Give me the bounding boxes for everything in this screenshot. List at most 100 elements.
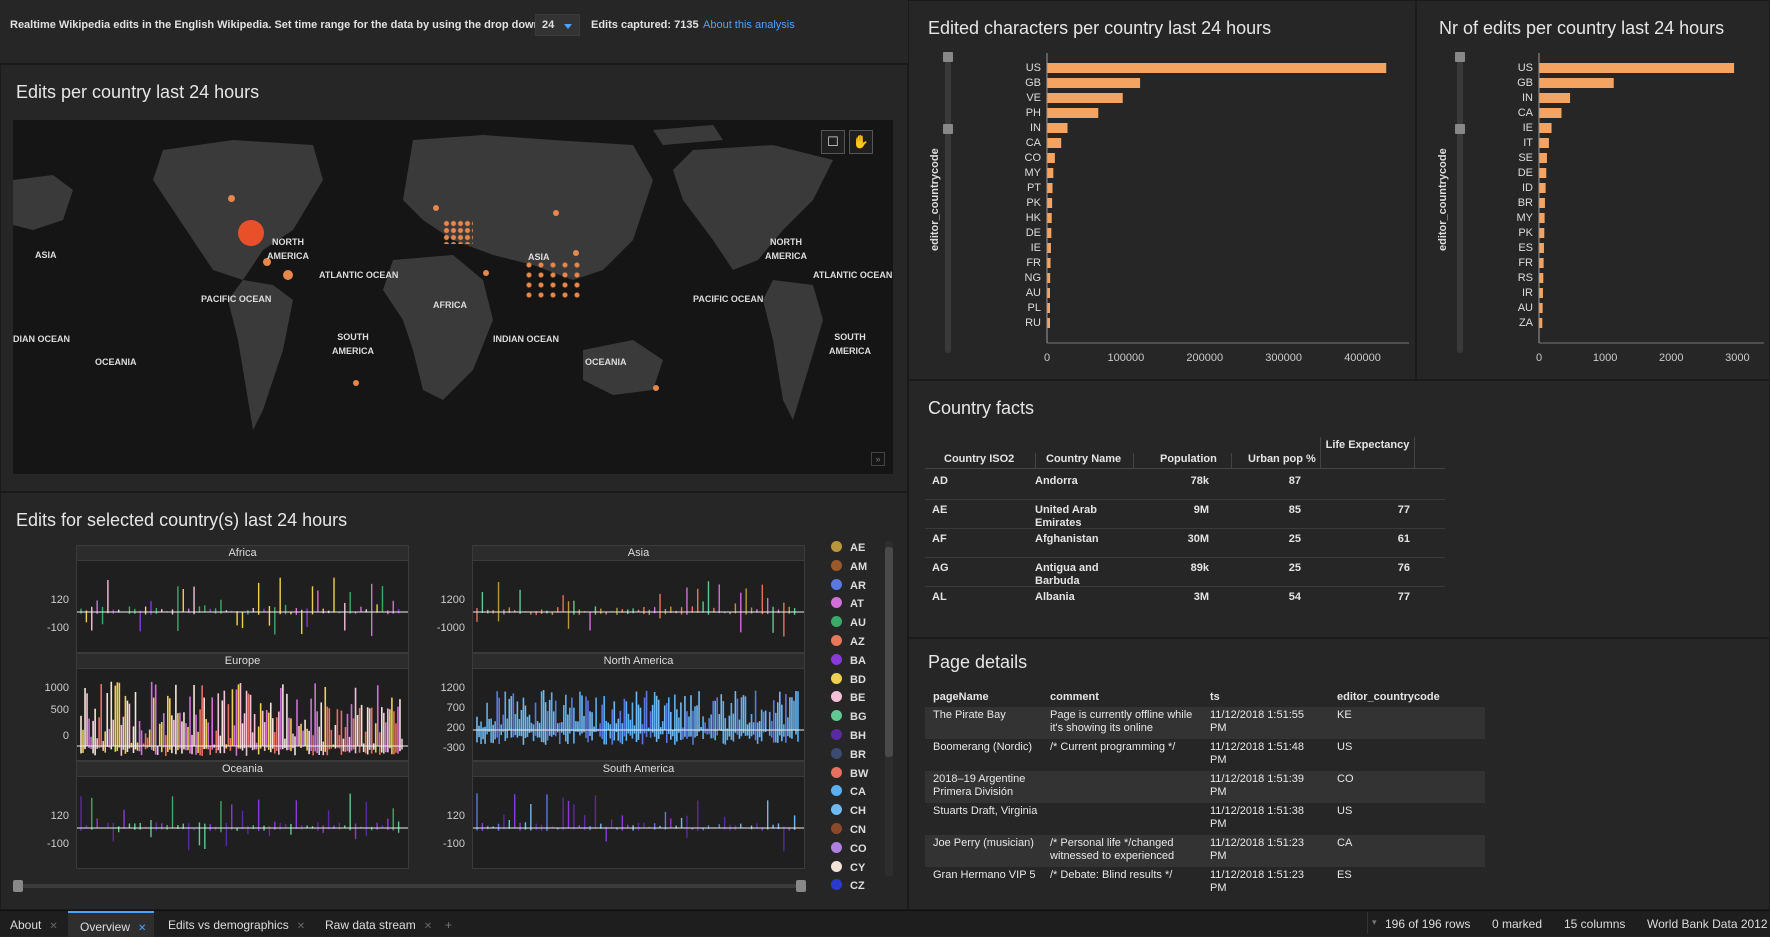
about-link[interactable]: About this analysis [703, 19, 795, 31]
close-icon[interactable]: ✕ [296, 921, 306, 932]
chars-bar[interactable] [1047, 243, 1051, 253]
edits-bar[interactable] [1539, 93, 1571, 103]
edits-bar[interactable] [1539, 183, 1546, 193]
chars-bar[interactable] [1047, 213, 1052, 223]
small-chart-africa[interactable]: Africa [76, 545, 409, 653]
edits-scroll-handle-top[interactable] [1455, 52, 1465, 62]
map-bubble[interactable] [283, 270, 293, 280]
chars-bar[interactable] [1047, 78, 1141, 88]
details-row[interactable]: The Pirate Bay Page is currently offline … [925, 707, 1485, 739]
legend-item[interactable]: BW [831, 766, 868, 780]
legend-item[interactable]: AT [831, 597, 864, 610]
chars-bar[interactable] [1047, 273, 1051, 283]
legend-item[interactable]: BH [831, 729, 866, 742]
details-col-header[interactable]: comment [1050, 691, 1099, 703]
map-settings-button[interactable]: » [871, 452, 885, 466]
small-chart-asia[interactable]: Asia [472, 545, 805, 653]
legend-item[interactable]: BG [831, 710, 867, 723]
details-row[interactable]: Joe Perry (musician) /* Personal life */c… [925, 835, 1485, 867]
facts-col-header[interactable]: Life Expectancy [1320, 437, 1415, 469]
rectangle-select-button[interactable]: ☐ [821, 130, 845, 154]
small-chart-north-america[interactable]: North America [472, 653, 805, 761]
chars-bar[interactable] [1047, 228, 1052, 238]
chars-chart[interactable]: US GB VE PH IN CA CO MY PT PK HK DE IE FR NG AU PL RU 0 100… [909, 46, 1409, 376]
legend-item[interactable]: BD [831, 672, 866, 686]
edits-bar[interactable] [1539, 153, 1547, 163]
chars-scroll-handle-bottom[interactable] [943, 124, 953, 134]
time-range-slider[interactable] [13, 884, 803, 888]
time-range-dropdown[interactable]: 24 [535, 14, 580, 36]
edits-bar[interactable] [1539, 78, 1614, 88]
tab-about[interactable]: About ✕ [10, 911, 58, 937]
edits-scroll-track[interactable] [1457, 53, 1463, 353]
chars-bar[interactable] [1047, 318, 1050, 328]
details-table[interactable]: pageName comment ts editor_countrycode T… [925, 689, 1485, 909]
facts-col-header[interactable]: Urban pop % [1231, 453, 1321, 469]
map-bubble[interactable] [263, 258, 271, 266]
map-bubble[interactable] [653, 385, 659, 391]
edits-bar[interactable] [1539, 168, 1547, 178]
chars-bar[interactable] [1047, 93, 1123, 103]
edits-bar[interactable] [1539, 213, 1545, 223]
world-map[interactable]: ASIA NORTH AMERICA ATLANTIC OCEAN PACIFI… [13, 120, 893, 474]
close-icon[interactable]: ✕ [49, 921, 58, 932]
small-chart-oceania[interactable]: Oceania [76, 761, 409, 869]
facts-row[interactable]: AD Andorra 78k 87 [925, 471, 1445, 500]
tab-edits-vs-demographics[interactable]: Edits vs demographics ✕ [168, 911, 305, 937]
edits-bar[interactable] [1539, 63, 1735, 73]
chars-bar[interactable] [1047, 303, 1050, 313]
chars-scroll-track[interactable] [945, 53, 951, 353]
facts-col-header[interactable]: Country ISO2 [944, 453, 1015, 465]
edits-bar[interactable] [1539, 198, 1545, 208]
map-bubble[interactable] [553, 210, 559, 216]
chars-bar[interactable] [1047, 63, 1387, 73]
legend-item[interactable]: BA [831, 653, 866, 667]
facts-col-header[interactable]: Country Name [1035, 453, 1125, 469]
add-tab-button[interactable]: + [445, 911, 452, 937]
slider-left-handle[interactable] [13, 880, 23, 892]
legend-item[interactable]: AU [831, 616, 866, 629]
legend-item[interactable]: CO [831, 841, 867, 855]
legend-item[interactable]: CN [831, 823, 866, 836]
edits-bar[interactable] [1539, 288, 1543, 298]
small-chart-europe[interactable]: Europe [76, 653, 409, 761]
tab-raw-data-stream[interactable]: Raw data stream ✕ [325, 911, 432, 937]
edits-scroll-handle-bottom[interactable] [1455, 124, 1465, 134]
legend-item[interactable]: BR [831, 747, 866, 761]
chars-bar[interactable] [1047, 153, 1055, 163]
rows-dropdown-icon[interactable]: ▾ [1372, 917, 1377, 927]
small-chart-south-america[interactable]: South America [472, 761, 805, 869]
legend-item[interactable]: AE [831, 541, 865, 554]
facts-row[interactable]: AF Afghanistan 30M 25 61 [925, 529, 1445, 558]
facts-col-header[interactable]: Population [1133, 453, 1223, 469]
facts-row[interactable]: AL Albania 3M 54 77 [925, 587, 1445, 601]
legend-scrollbar[interactable] [885, 541, 893, 876]
legend-item[interactable]: BE [831, 691, 865, 704]
chars-bar[interactable] [1047, 138, 1062, 148]
map-bubble[interactable] [433, 205, 439, 211]
details-row[interactable]: Boomerang (Nordic) /* Current programming… [925, 739, 1485, 771]
map-bubble[interactable] [228, 195, 235, 202]
legend-scroll-thumb[interactable] [885, 547, 893, 757]
chars-bar[interactable] [1047, 183, 1053, 193]
details-col-header[interactable]: pageName [933, 691, 989, 703]
details-row[interactable]: 2018–19 Argentine Primera División 11/12/… [925, 771, 1485, 803]
legend-item[interactable]: AM [831, 559, 867, 573]
close-icon[interactable]: ✕ [423, 921, 433, 932]
chars-scroll-handle-top[interactable] [943, 52, 953, 62]
pan-button[interactable]: ✋ [849, 130, 873, 154]
facts-table[interactable]: Country ISO2 Country Name Population Urb… [925, 433, 1445, 601]
legend-item[interactable]: AZ [831, 635, 865, 648]
details-row[interactable]: Stuarts Draft, Virginia 11/12/2018 1:51:3… [925, 803, 1485, 835]
map-bubble[interactable] [573, 250, 579, 256]
edits-bar[interactable] [1539, 123, 1552, 133]
map-bubble[interactable] [353, 380, 359, 386]
edits-bar[interactable] [1539, 273, 1544, 283]
edits-bar[interactable] [1539, 243, 1544, 253]
close-icon[interactable]: ✕ [138, 923, 147, 934]
map-bubble[interactable] [483, 270, 489, 276]
facts-row[interactable]: AG Antigua and Barbuda 89k 25 76 [925, 558, 1445, 587]
chars-bar[interactable] [1047, 198, 1053, 208]
details-row[interactable]: Gran Hermano VIP 5 /* Debate: Blind resul… [925, 867, 1485, 899]
chars-bar[interactable] [1047, 258, 1051, 268]
